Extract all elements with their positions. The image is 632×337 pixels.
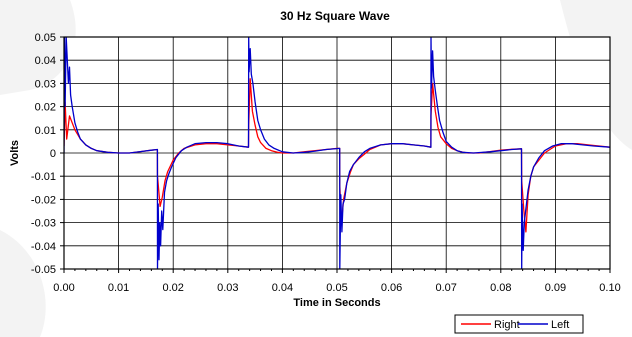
chart-title: 30 Hz Square Wave (280, 9, 390, 23)
y-tick-label: 0.03 (35, 78, 56, 90)
x-tick-label: 0.02 (162, 282, 183, 294)
y-axis-title: Volts (9, 140, 21, 166)
y-tick-label: 0 (50, 148, 56, 160)
y-tick-label: -0.02 (31, 194, 56, 206)
y-tick-label: 0.02 (35, 102, 56, 114)
x-tick-label: 0.08 (490, 282, 511, 294)
x-tick-label: 0.03 (217, 282, 238, 294)
y-tick-label: -0.03 (31, 218, 56, 230)
y-axis: 0.05 0.04 0.03 0.02 0.01 0 -0.01 -0.02 -0.03 -0.0… (31, 32, 64, 276)
series-line-left (64, 37, 610, 269)
y-tick-label: -0.04 (31, 241, 56, 253)
x-tick-label: 0.09 (545, 282, 566, 294)
x-axis-title: Time in Seconds (293, 297, 380, 309)
x-tick-label: 0.07 (435, 282, 456, 294)
x-tick-label: 0.00 (53, 282, 74, 294)
x-tick-label: 0.01 (108, 282, 129, 294)
legend: Right Left (454, 314, 584, 334)
x-tick-label: 0.04 (272, 282, 293, 294)
x-tick-label: 0.06 (381, 282, 402, 294)
x-tick-label: 0.10 (599, 282, 620, 294)
x-axis: 0.00 0.01 0.02 0.03 0.04 0.05 0.06 0.07 0.08 0.09… (53, 269, 621, 294)
y-tick-label: 0.04 (35, 55, 56, 67)
x-tick-label: 0.05 (326, 282, 347, 294)
y-tick-label: 0.05 (35, 32, 56, 44)
legend-label-left: Left (551, 319, 569, 331)
y-tick-label: 0.01 (35, 125, 56, 137)
y-tick-label: -0.01 (31, 171, 56, 183)
series-layer (64, 37, 610, 269)
y-tick-label: -0.05 (31, 264, 56, 276)
legend-label-right: Right (494, 319, 520, 331)
